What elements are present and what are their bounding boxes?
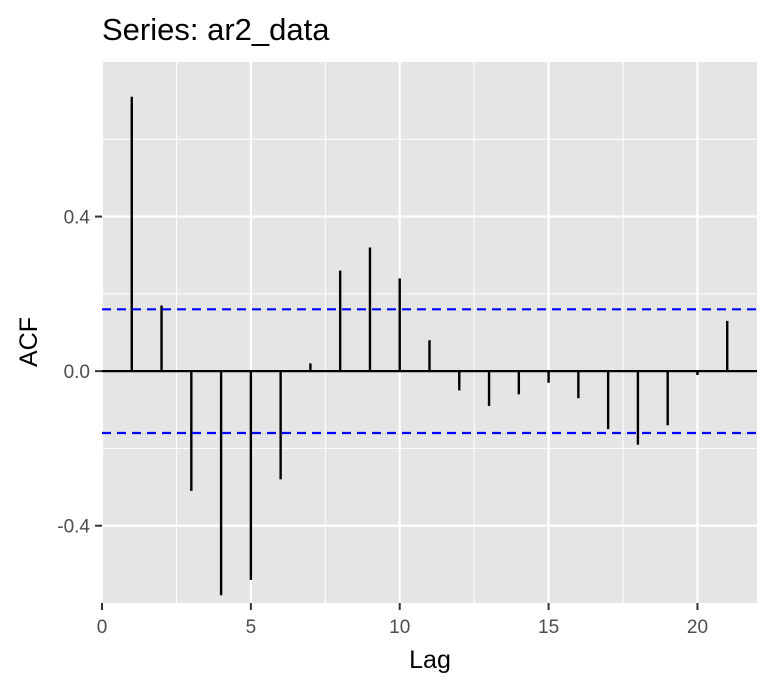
chart-title: Series: ar2_data xyxy=(102,12,330,47)
confidence-bounds xyxy=(102,308,757,435)
x-axis-title: Lag xyxy=(409,646,451,674)
x-axis: 0 5 10 15 20 xyxy=(97,603,708,638)
x-tick-label: 20 xyxy=(687,617,708,638)
y-tick-label: 0.0 xyxy=(64,362,90,383)
y-tick-label: 0.4 xyxy=(64,208,91,229)
x-tick-label: 5 xyxy=(246,617,257,638)
y-axis-title: ACF xyxy=(15,317,43,367)
x-tick-label: 10 xyxy=(389,617,410,638)
acf-bars xyxy=(102,96,757,596)
x-tick-label: 0 xyxy=(97,617,108,638)
y-axis: -0.4 0.0 0.4 xyxy=(57,208,102,538)
y-tick-label: -0.4 xyxy=(57,517,90,538)
x-tick-label: 15 xyxy=(538,617,559,638)
plot-panel xyxy=(102,62,757,603)
